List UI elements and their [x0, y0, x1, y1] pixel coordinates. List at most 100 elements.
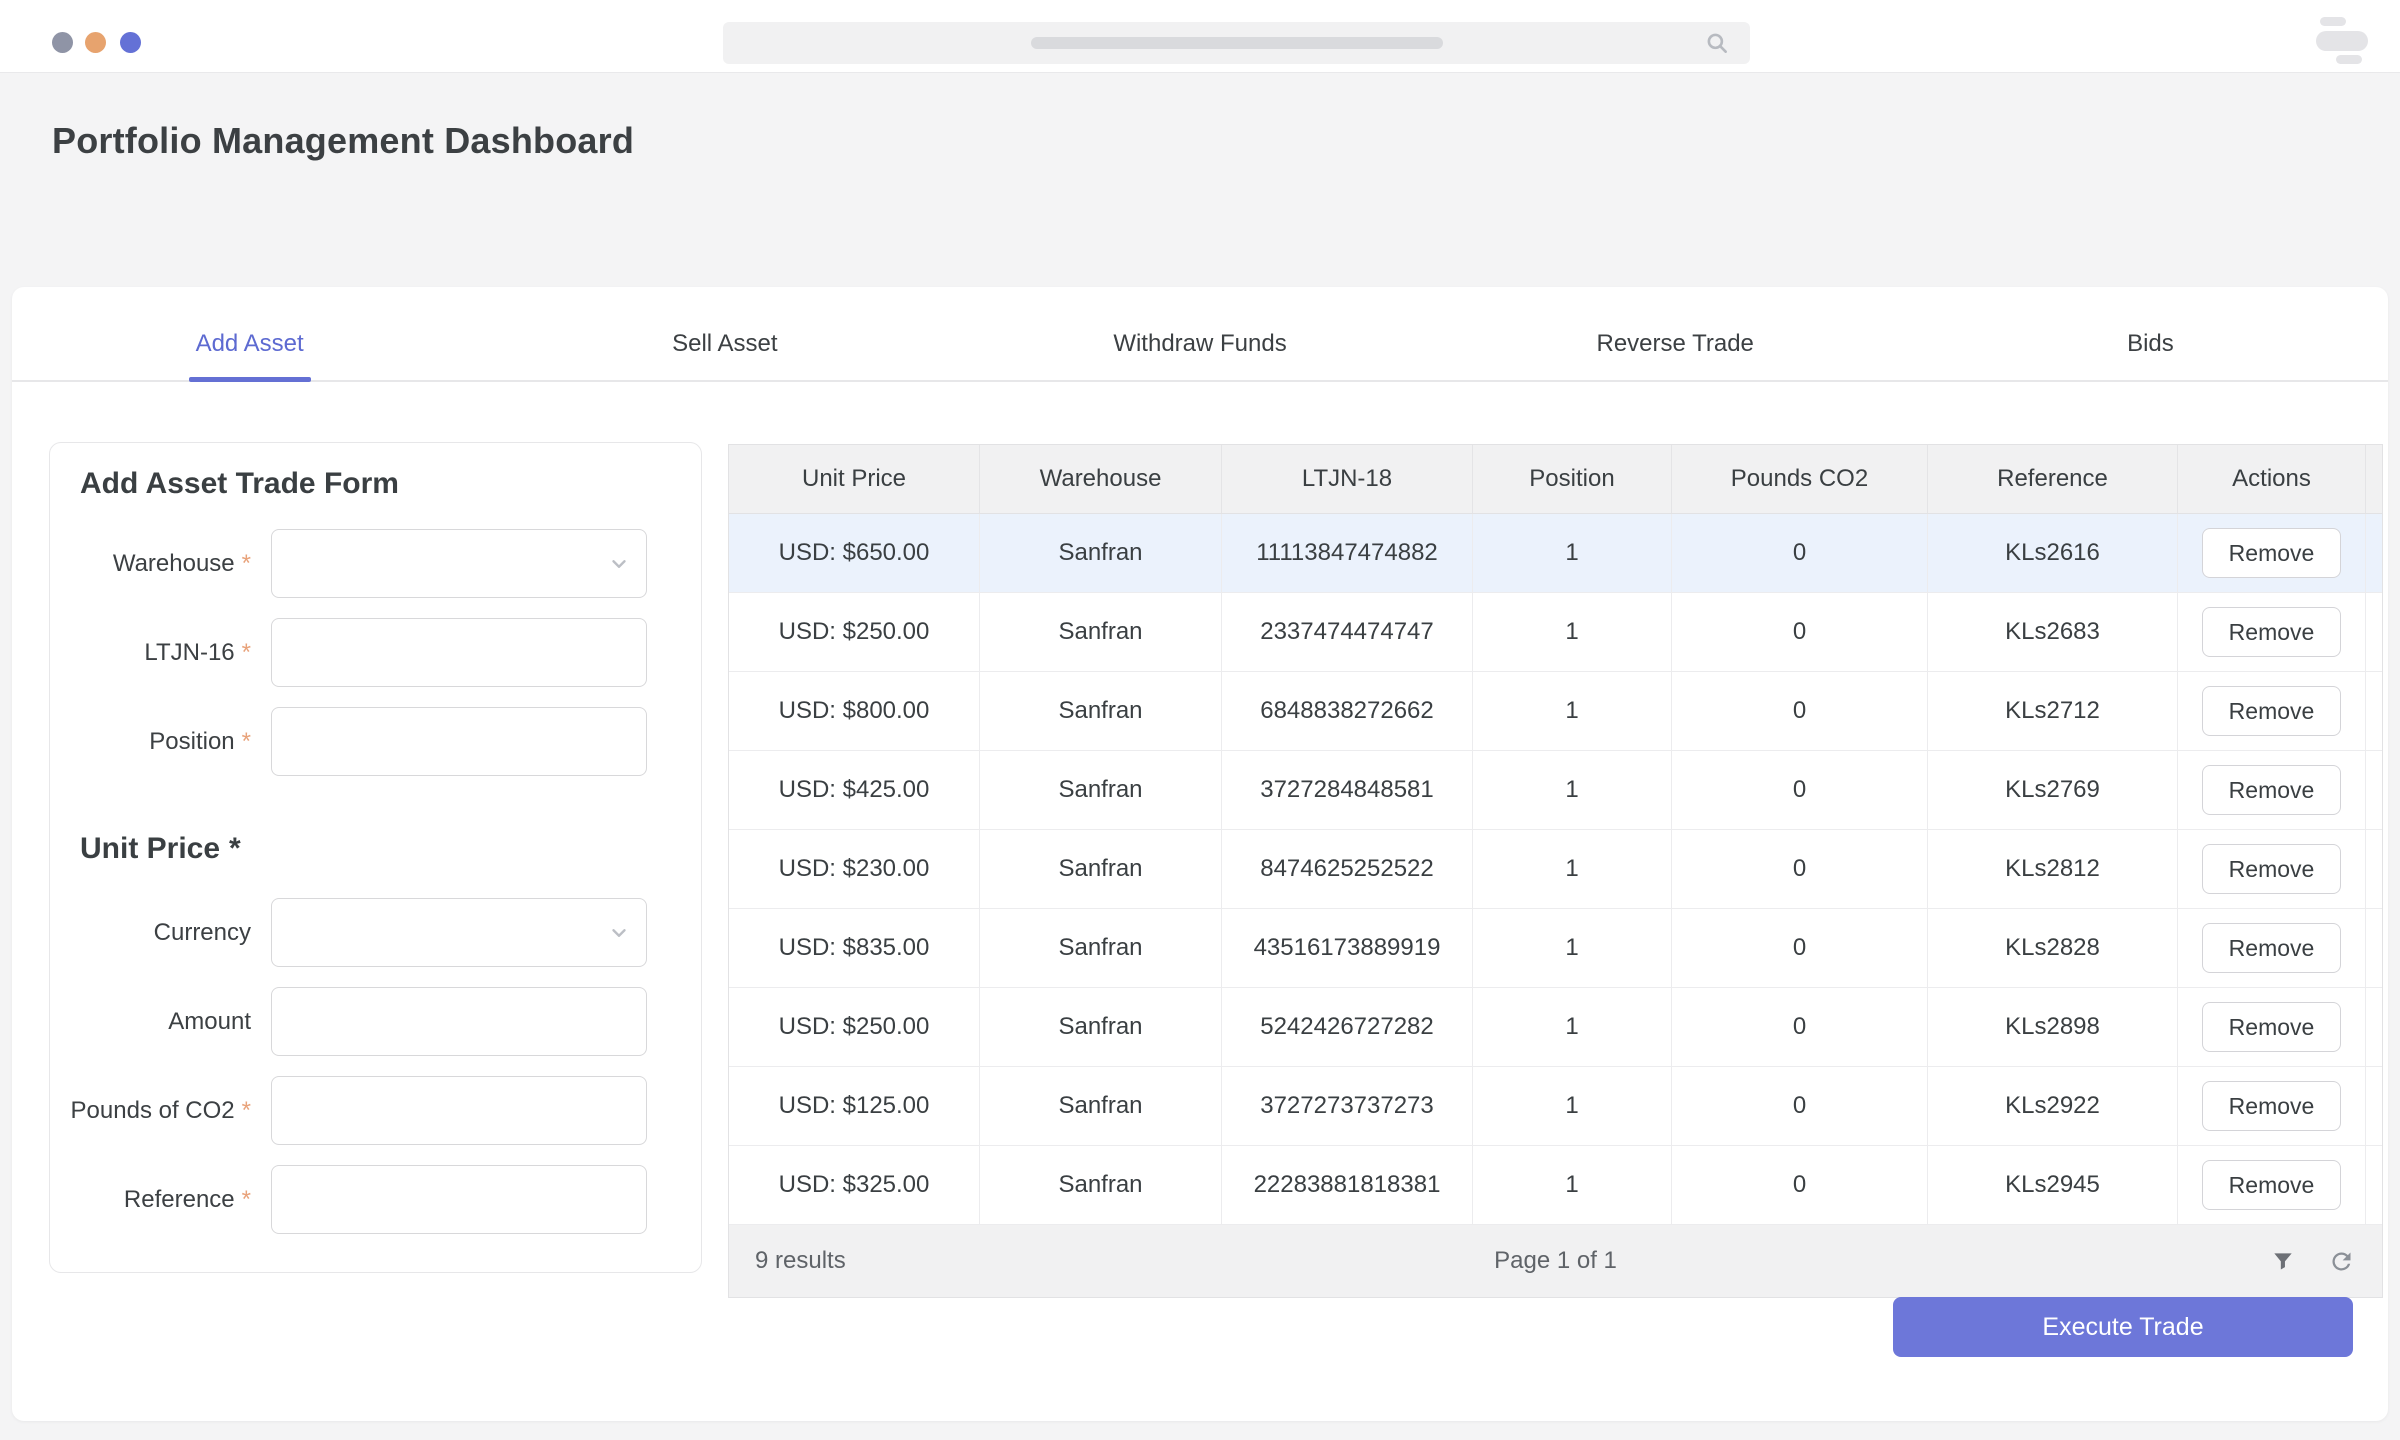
- table-scrollbar-gutter: [2366, 988, 2382, 1066]
- table-scrollbar-gutter: [2366, 830, 2382, 908]
- browser-search-bar[interactable]: [723, 22, 1750, 64]
- window-dot-indigo[interactable]: [120, 32, 141, 53]
- table-scrollbar-gutter: [2366, 593, 2382, 671]
- cell-pounds-co2: 0: [1672, 988, 1928, 1066]
- cell-position: 1: [1473, 593, 1672, 671]
- cell-ltjn18: 3727284848581: [1222, 751, 1473, 829]
- table-row[interactable]: USD: $835.00 Sanfran 43516173889919 1 0 KLs28…: [729, 909, 2382, 988]
- cell-pounds-co2: 0: [1672, 514, 1928, 592]
- cell-warehouse: Sanfran: [980, 672, 1222, 750]
- form-field-row-currency: Currency: [50, 898, 701, 967]
- column-header-unit-price: Unit Price: [729, 445, 980, 513]
- column-header-position: Position: [1473, 445, 1672, 513]
- remove-button[interactable]: Remove: [2201, 765, 2342, 815]
- reference-input[interactable]: [271, 1165, 647, 1234]
- filter-icon[interactable]: [2268, 1246, 2298, 1276]
- cell-reference: KLs2683: [1928, 593, 2178, 671]
- cell-unit-price: USD: $835.00: [729, 909, 980, 987]
- remove-button[interactable]: Remove: [2201, 1160, 2342, 1210]
- amount-input[interactable]: [271, 987, 647, 1056]
- assets-table: Unit Price Warehouse LTJN-18 Position Pounds…: [728, 444, 2383, 1298]
- table-row[interactable]: USD: $250.00 Sanfran 2337474474747 1 0 KLs268…: [729, 593, 2382, 672]
- browser-topbar: [0, 0, 2400, 73]
- remove-button[interactable]: Remove: [2201, 528, 2342, 578]
- form-field-row-warehouse: Warehouse *: [50, 529, 701, 598]
- tab-sell-asset[interactable]: Sell Asset: [672, 329, 778, 357]
- form-field-row-reference: Reference *: [50, 1165, 701, 1234]
- cell-warehouse: Sanfran: [980, 1067, 1222, 1145]
- search-icon[interactable]: [1704, 30, 1730, 56]
- remove-button[interactable]: Remove: [2201, 1081, 2342, 1131]
- cell-pounds-co2: 0: [1672, 1146, 1928, 1224]
- cell-pounds-co2: 0: [1672, 672, 1928, 750]
- cell-pounds-co2: 0: [1672, 909, 1928, 987]
- field-label-pounds-of-co2: Pounds of CO2 *: [70, 1096, 251, 1124]
- table-row[interactable]: USD: $325.00 Sanfran 22283881818381 1 0 KLs29…: [729, 1146, 2382, 1225]
- cell-ltjn18: 43516173889919: [1222, 909, 1473, 987]
- remove-button[interactable]: Remove: [2201, 686, 2342, 736]
- browser-menu-icon[interactable]: [2316, 17, 2370, 64]
- pounds-of-co2-input[interactable]: [271, 1076, 647, 1145]
- window-dot-orange[interactable]: [85, 32, 106, 53]
- table-row[interactable]: USD: $650.00 Sanfran 11113847474882 1 0 KLs26…: [729, 514, 2382, 593]
- cell-actions: Remove: [2178, 1146, 2366, 1224]
- cell-reference: KLs2898: [1928, 988, 2178, 1066]
- cell-actions: Remove: [2178, 988, 2366, 1066]
- cell-ltjn18: 6848838272662: [1222, 672, 1473, 750]
- chevron-down-icon: [608, 553, 630, 575]
- cell-warehouse: Sanfran: [980, 988, 1222, 1066]
- table-scrollbar-gutter: [2366, 1067, 2382, 1145]
- position-input[interactable]: [271, 707, 647, 776]
- cell-position: 1: [1473, 751, 1672, 829]
- currency-select[interactable]: [271, 898, 647, 967]
- cell-position: 1: [1473, 909, 1672, 987]
- table-row[interactable]: USD: $125.00 Sanfran 3727273737273 1 0 KLs292…: [729, 1067, 2382, 1146]
- cell-warehouse: Sanfran: [980, 751, 1222, 829]
- ltjn-16-input[interactable]: [271, 618, 647, 687]
- remove-button[interactable]: Remove: [2201, 844, 2342, 894]
- column-header-pounds-co2: Pounds CO2: [1672, 445, 1928, 513]
- cell-unit-price: USD: $250.00: [729, 988, 980, 1066]
- window-dot-gray[interactable]: [52, 32, 73, 53]
- tab-withdraw-funds[interactable]: Withdraw Funds: [1113, 329, 1287, 357]
- cell-position: 1: [1473, 1067, 1672, 1145]
- table-row[interactable]: USD: $230.00 Sanfran 8474625252522 1 0 KLs281…: [729, 830, 2382, 909]
- field-label-currency: Currency: [153, 918, 251, 946]
- table-scrollbar-gutter: [2366, 445, 2382, 513]
- add-asset-form: Add Asset Trade Form Warehouse * LTJN-16 * P…: [49, 442, 702, 1273]
- remove-button[interactable]: Remove: [2201, 923, 2342, 973]
- cell-position: 1: [1473, 988, 1672, 1066]
- table-row[interactable]: USD: $250.00 Sanfran 5242426727282 1 0 KLs289…: [729, 988, 2382, 1067]
- cell-actions: Remove: [2178, 830, 2366, 908]
- column-header-warehouse: Warehouse: [980, 445, 1222, 513]
- tab-bar: Add Asset Sell Asset Withdraw Funds Reverse…: [12, 287, 2388, 382]
- cell-actions: Remove: [2178, 672, 2366, 750]
- column-header-reference: Reference: [1928, 445, 2178, 513]
- table-scrollbar-gutter: [2366, 909, 2382, 987]
- cell-unit-price: USD: $250.00: [729, 593, 980, 671]
- cell-warehouse: Sanfran: [980, 1146, 1222, 1224]
- tab-add-asset[interactable]: Add Asset: [12, 287, 487, 380]
- field-label-amount: Amount: [168, 1007, 251, 1035]
- form-field-row-ltjn-16: LTJN-16 *: [50, 618, 701, 687]
- refresh-icon[interactable]: [2326, 1246, 2356, 1276]
- remove-button[interactable]: Remove: [2201, 1002, 2342, 1052]
- table-row[interactable]: USD: $800.00 Sanfran 6848838272662 1 0 KLs271…: [729, 672, 2382, 751]
- cell-position: 1: [1473, 672, 1672, 750]
- cell-reference: KLs2945: [1928, 1146, 2178, 1224]
- cell-actions: Remove: [2178, 593, 2366, 671]
- cell-warehouse: Sanfran: [980, 514, 1222, 592]
- tab-bids[interactable]: Bids: [2127, 329, 2174, 357]
- cell-warehouse: Sanfran: [980, 830, 1222, 908]
- table-row[interactable]: USD: $425.00 Sanfran 3727284848581 1 0 KLs276…: [729, 751, 2382, 830]
- form-field-row-amount: Amount: [50, 987, 701, 1056]
- table-header-row: Unit Price Warehouse LTJN-18 Position Pounds…: [729, 445, 2382, 514]
- cell-ltjn18: 2337474474747: [1222, 593, 1473, 671]
- field-label-warehouse: Warehouse *: [112, 549, 251, 577]
- cell-pounds-co2: 0: [1672, 593, 1928, 671]
- warehouse-select[interactable]: [271, 529, 647, 598]
- cell-position: 1: [1473, 1146, 1672, 1224]
- remove-button[interactable]: Remove: [2201, 607, 2342, 657]
- execute-trade-button[interactable]: Execute Trade: [1893, 1297, 2353, 1357]
- tab-reverse-trade[interactable]: Reverse Trade: [1596, 329, 1754, 357]
